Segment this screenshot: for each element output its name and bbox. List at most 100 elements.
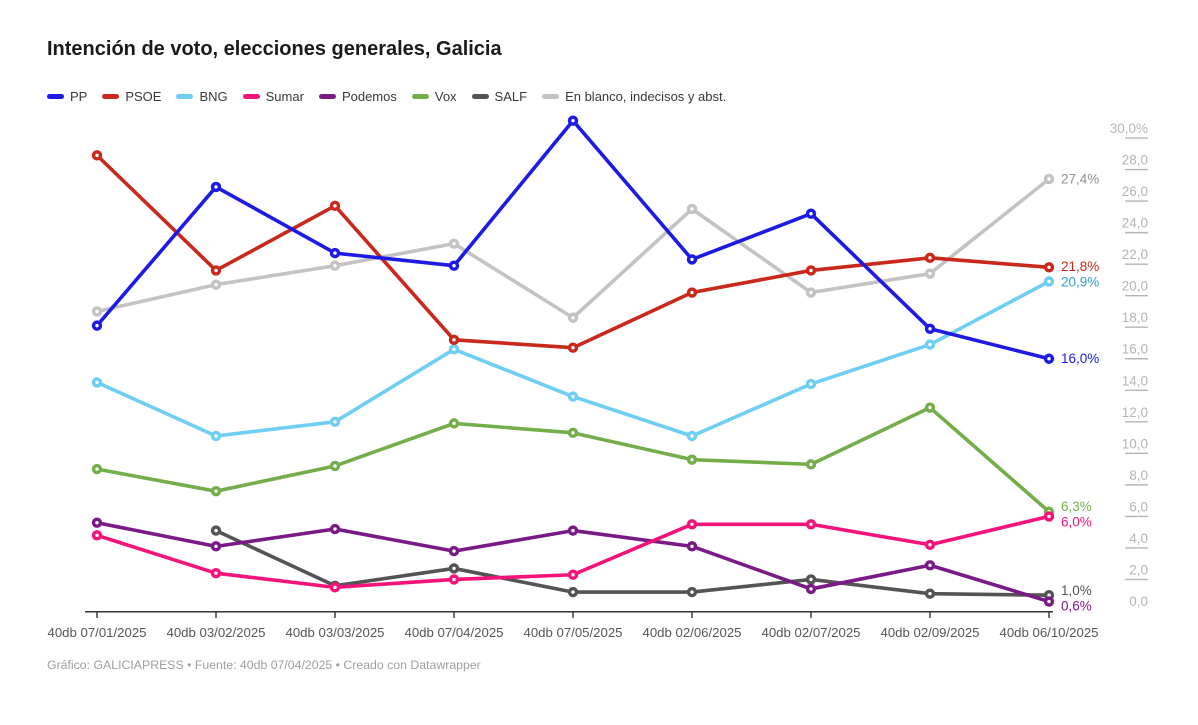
data-point-center [214,434,218,438]
data-point-center [1047,279,1051,284]
y-axis-tick-label: 16,0 [1122,342,1148,357]
x-axis-tick-label: 40db 03/02/2025 [166,625,265,640]
data-point-center [214,528,218,533]
data-point-center [95,533,99,538]
y-axis-tick-label: 22,0 [1122,247,1148,262]
x-axis-tick-label: 40db 06/10/2025 [999,625,1098,640]
data-point-center [809,577,813,582]
data-point-center [928,271,932,276]
data-point-center [95,380,99,385]
data-point-center [95,467,99,471]
data-point-center [571,431,575,435]
data-point-center [571,394,575,399]
y-axis-tick-label: 2,0 [1129,562,1148,577]
data-point-center [214,282,218,287]
data-point-center [333,464,337,468]
data-point-center [1047,357,1051,361]
legend-item-en-blanco-indecisos-y-abst: En blanco, indecisos y abst. [542,89,726,104]
legend: PP PSOE BNG Sumar Podemos Vox SALF En blanco, i… [47,89,726,104]
x-axis-tick-label: 40db 02/06/2025 [642,625,741,640]
legend-swatch-en-blanco-indecisos-y-abst [542,94,560,99]
y-axis-tick-label: 8,0 [1129,468,1148,483]
legend-swatch-vox [411,94,429,99]
data-point-center [1047,177,1051,181]
data-point-center [95,153,99,158]
data-point-center [452,549,456,553]
data-point-center [690,207,694,211]
x-axis-tick-label: 40db 07/04/2025 [404,625,503,640]
y-axis-tick-label: 0,0 [1129,594,1148,609]
data-point-center [333,251,337,255]
data-point-center [928,327,932,331]
data-point-center [214,571,218,575]
legend-swatch-sumar [242,94,260,99]
legend-item-psoe: PSOE [102,89,161,104]
legend-item-salf: SALF [471,89,528,104]
data-point-center [571,590,575,594]
legend-swatch-pp [47,94,64,99]
end-value-label-vox: 6,3% [1061,499,1092,514]
legend-label: BNG [199,89,228,104]
data-point-center [690,434,694,438]
y-axis-tick-label: 28,0 [1122,153,1148,168]
y-axis-tick-label: 10,0 [1122,436,1148,451]
legend-swatch-bng [176,94,194,99]
data-point-center [333,264,337,268]
end-value-label-bng: 20,9% [1061,275,1099,290]
data-point-center [214,185,218,189]
y-axis-tick-label: 18,0 [1122,310,1148,325]
end-value-label-psoe: 21,8% [1061,259,1099,274]
data-point-center [809,462,813,467]
data-point-center [1047,265,1051,270]
y-axis-tick-label: 14,0 [1122,373,1148,388]
data-point-center [452,566,456,571]
y-axis-tick-label: 6,0 [1129,499,1148,514]
data-point-center [333,527,337,531]
y-axis-tick-label: 20,0 [1122,279,1148,294]
data-point-center [809,587,813,591]
data-point-center [809,290,813,295]
legend-label: Vox [434,89,457,104]
legend-label: Podemos [341,89,397,104]
data-point-center [452,577,456,582]
data-point-center [95,309,99,314]
y-axis-tick-label: 4,0 [1129,531,1148,546]
data-point-center [333,420,337,424]
data-point-center [928,342,932,347]
data-point-center [571,346,575,350]
data-point-center [928,563,932,567]
data-point-center [452,241,456,246]
data-point-center [452,421,456,426]
legend-swatch-salf [471,94,489,99]
data-point-center [690,290,694,295]
data-point-center [690,544,694,549]
end-value-label-podemos: 0,6% [1061,599,1092,614]
legend-item-vox: Vox [411,89,457,104]
legend-label: SALF [494,89,528,104]
series-line-salf [214,528,1051,598]
data-point-center [95,521,99,525]
legend-swatch-podemos [318,94,336,99]
legend-label: PSOE [125,89,162,104]
data-point-center [571,316,575,320]
legend-label: PP [70,89,88,104]
y-axis-tick-label: 26,0 [1122,184,1148,199]
data-point-center [690,257,694,262]
data-point-center [95,323,99,328]
data-point-center [1047,599,1051,604]
x-axis-tick-label: 40db 07/05/2025 [523,625,622,640]
end-value-label-salf: 1,0% [1061,583,1092,598]
data-point-center [690,457,694,462]
x-axis-tick-label: 40db 02/07/2025 [761,625,860,640]
legend-item-pp: PP [47,89,87,104]
end-value-label-pp: 16,0% [1061,351,1099,366]
data-point-center [333,585,337,590]
data-point-center [809,522,813,526]
data-point-center [690,522,694,526]
legend-swatch-psoe [102,94,120,99]
legend-label: Sumar [265,89,304,104]
data-point-center [571,528,575,533]
legend-item-sumar: Sumar [242,89,304,104]
data-point-center [333,204,337,208]
